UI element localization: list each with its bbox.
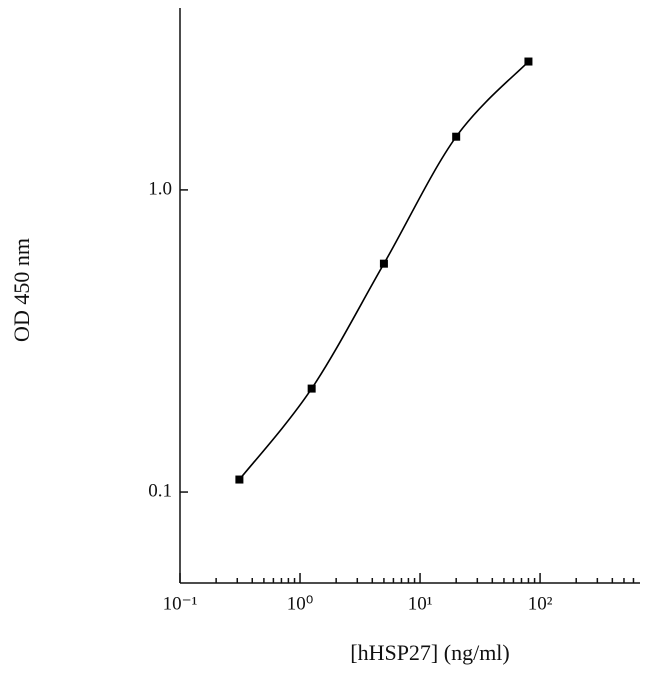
point <box>235 475 244 484</box>
point <box>379 259 388 268</box>
y-tick-label: 0.1 <box>148 480 172 501</box>
y-tick-label: 1.0 <box>148 178 172 199</box>
point <box>452 132 461 141</box>
x-tick-label: 10¹ <box>408 593 433 614</box>
x-tick-label: 10⁰ <box>287 593 314 614</box>
x-axis-title: [hHSP27] (ng/ml) <box>350 640 510 665</box>
x-tick-label: 10⁻¹ <box>163 593 198 614</box>
x-tick-label: 10² <box>528 593 553 614</box>
y-axis-title: OD 450 nm <box>9 238 34 342</box>
point <box>307 384 316 393</box>
curve <box>238 60 530 481</box>
point <box>524 57 533 66</box>
